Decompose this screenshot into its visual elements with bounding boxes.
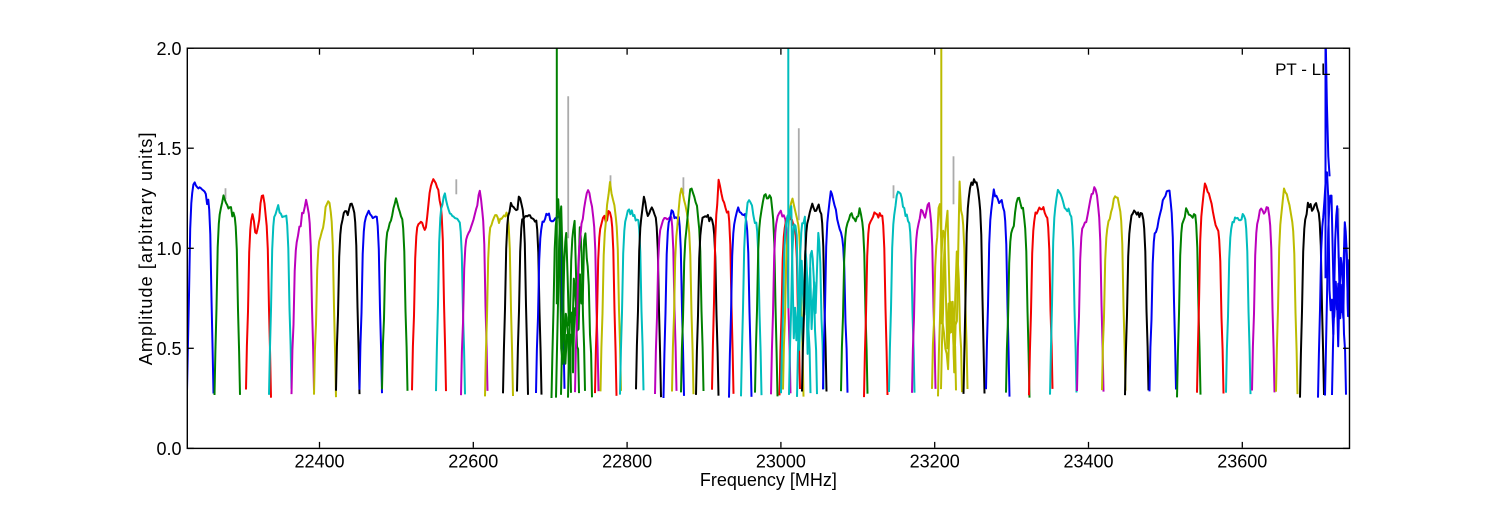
svg-text:23600: 23600 [1217, 452, 1267, 472]
svg-text:PT - LL: PT - LL [1275, 60, 1330, 79]
svg-text:23000: 23000 [756, 452, 806, 472]
svg-text:0.5: 0.5 [156, 339, 181, 359]
svg-text:2.0: 2.0 [156, 39, 181, 59]
svg-text:23200: 23200 [910, 452, 960, 472]
svg-text:Frequency [MHz]: Frequency [MHz] [700, 470, 837, 490]
svg-text:0.0: 0.0 [156, 439, 181, 459]
svg-text:23400: 23400 [1063, 452, 1113, 472]
svg-text:22800: 22800 [602, 452, 652, 472]
svg-text:1.0: 1.0 [156, 239, 181, 259]
svg-text:22400: 22400 [294, 452, 344, 472]
svg-text:Amplitude [arbitrary units]: Amplitude [arbitrary units] [136, 131, 156, 365]
svg-text:1.5: 1.5 [156, 139, 181, 159]
svg-text:22600: 22600 [448, 452, 498, 472]
